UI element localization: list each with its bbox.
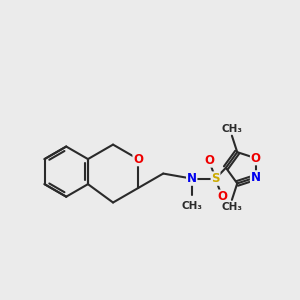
Text: O: O	[204, 154, 214, 167]
Text: CH₃: CH₃	[221, 202, 242, 212]
Text: N: N	[187, 172, 197, 185]
Text: CH₃: CH₃	[181, 201, 202, 211]
Text: O: O	[250, 152, 261, 165]
Text: O: O	[133, 153, 143, 166]
Text: O: O	[217, 190, 227, 203]
Text: S: S	[211, 172, 220, 185]
Text: CH₃: CH₃	[221, 124, 242, 134]
Text: N: N	[250, 171, 261, 184]
